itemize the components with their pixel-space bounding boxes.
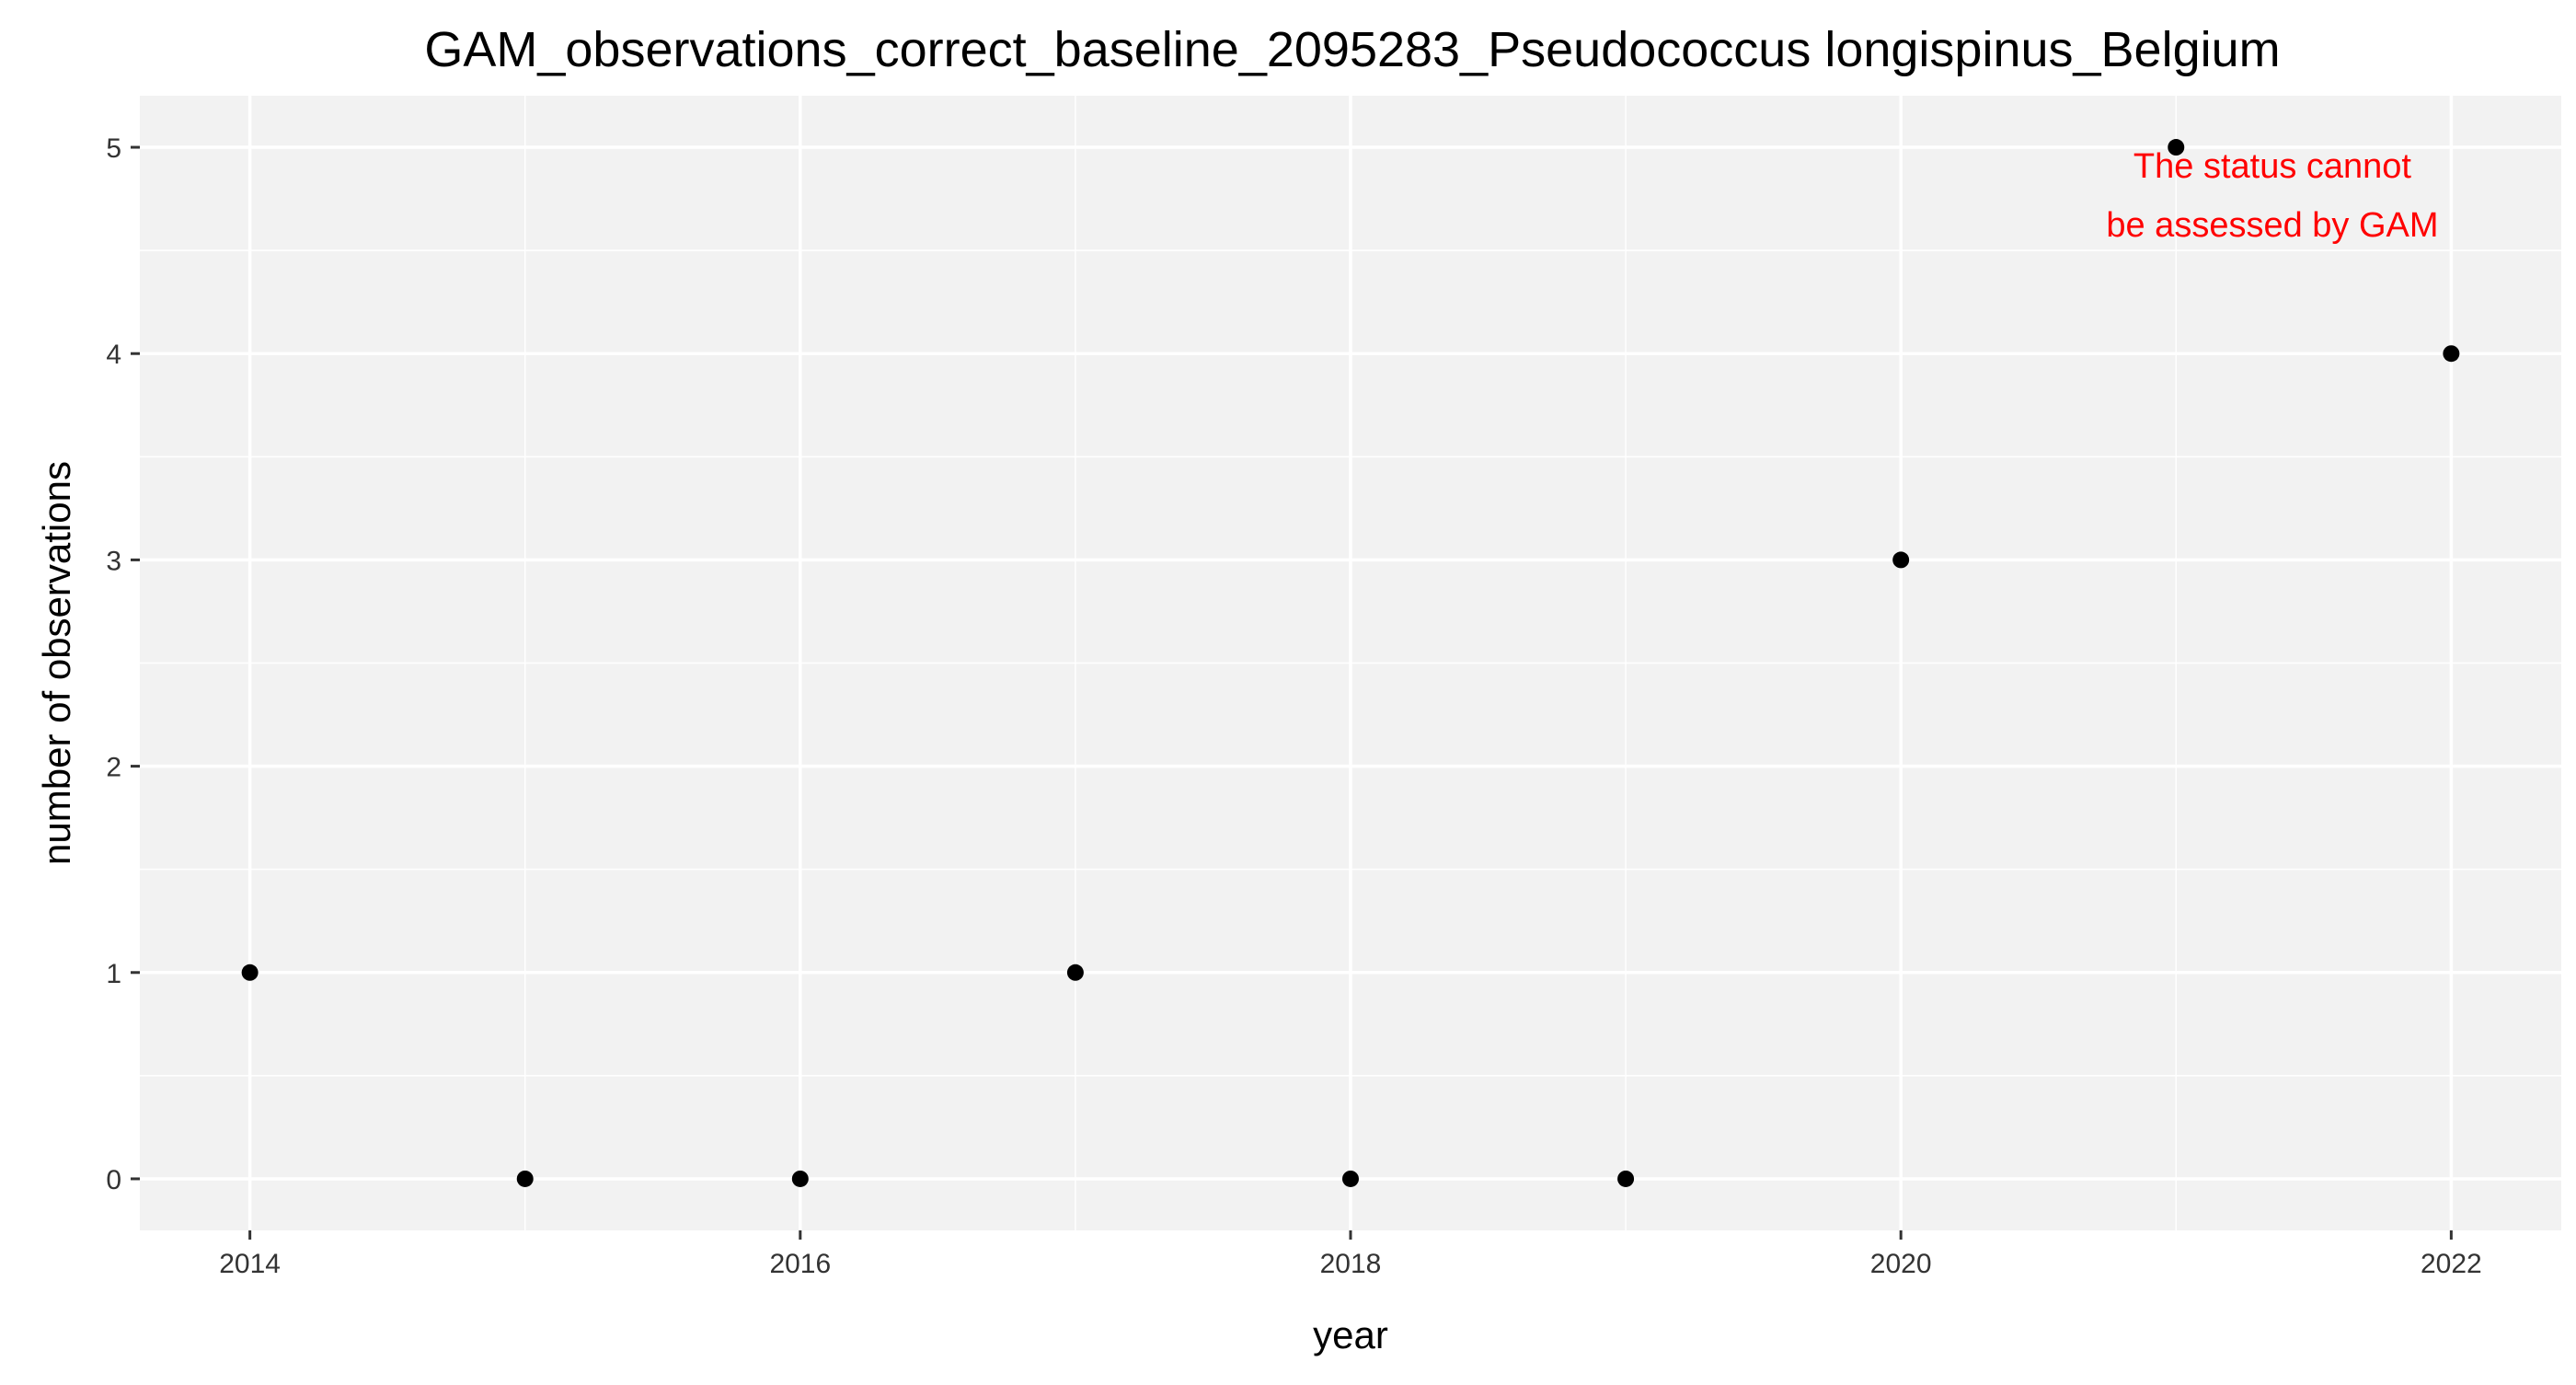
y-axis-title: number of observations xyxy=(35,461,78,865)
chart-title: GAM_observations_correct_baseline_209528… xyxy=(424,22,2280,77)
annotation-line: be assessed by GAM xyxy=(2106,206,2438,245)
data-point xyxy=(2168,139,2185,156)
y-tick-label: 2 xyxy=(106,753,121,783)
data-points xyxy=(241,139,2460,1187)
x-tick-label: 2016 xyxy=(769,1249,831,1279)
data-point xyxy=(516,1170,534,1187)
y-tick-label: 5 xyxy=(106,133,121,164)
y-tick-label: 4 xyxy=(106,340,121,370)
x-axis-title: year xyxy=(1313,1313,1388,1356)
status-annotation: The status cannot be assessed by GAM xyxy=(2106,147,2438,245)
data-point xyxy=(1342,1170,1359,1187)
y-tick-label: 0 xyxy=(106,1165,121,1195)
x-tick-label: 2018 xyxy=(1320,1249,1382,1279)
annotation-line: The status cannot xyxy=(2133,147,2412,186)
data-point xyxy=(1617,1170,1635,1187)
y-tick-label: 3 xyxy=(106,546,121,576)
x-tick-label: 2022 xyxy=(2421,1249,2482,1279)
data-point xyxy=(2443,345,2460,363)
data-point xyxy=(791,1170,809,1187)
x-tick-label: 2014 xyxy=(219,1249,281,1279)
data-point xyxy=(241,964,259,981)
y-tick-label: 1 xyxy=(106,959,121,989)
data-point xyxy=(1066,964,1084,981)
y-axis: 0 1 2 3 4 5 xyxy=(106,133,140,1195)
data-point xyxy=(1892,551,1910,569)
x-tick-label: 2020 xyxy=(1870,1249,1932,1279)
x-axis: 2014 2016 2018 2020 2022 xyxy=(219,1230,2482,1279)
